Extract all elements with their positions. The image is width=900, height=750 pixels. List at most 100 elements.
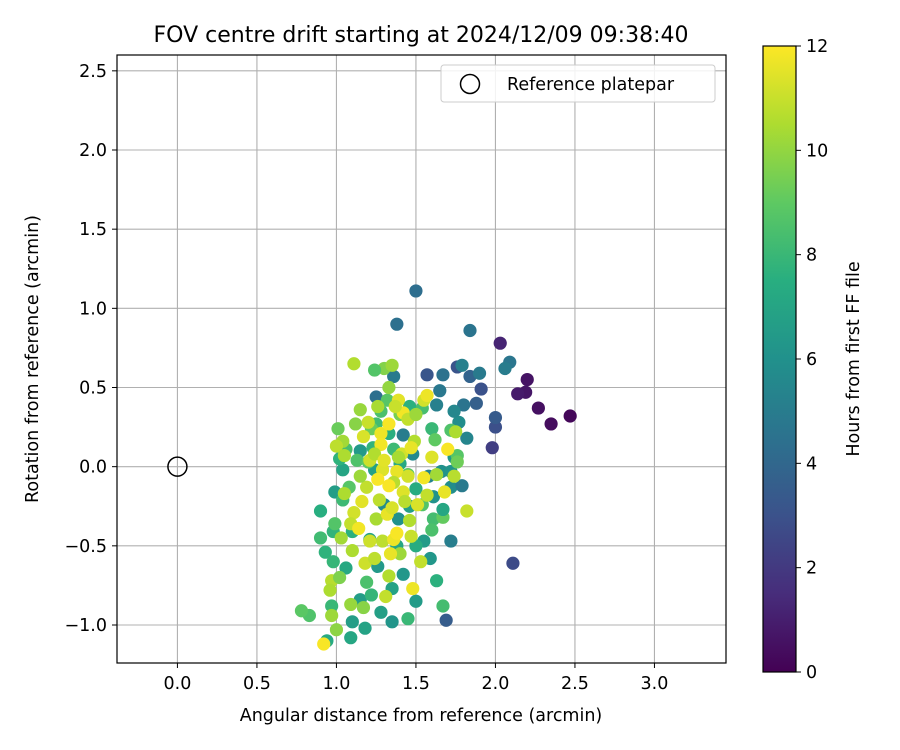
data-point [506, 556, 520, 570]
data-point [441, 442, 455, 456]
y-tick-label: −0.5 [65, 537, 108, 557]
data-point [511, 387, 525, 401]
data-point [409, 594, 423, 608]
data-point [402, 513, 417, 528]
data-point [358, 621, 372, 635]
data-point [457, 398, 471, 412]
data-point [406, 581, 420, 596]
chart-title: FOV centre drift starting at 2024/12/09 … [154, 23, 689, 48]
y-axis-label: Rotation from reference (arcmin) [23, 215, 43, 503]
data-point [363, 534, 377, 548]
data-point [333, 570, 347, 585]
data-point [367, 551, 382, 566]
data-point [488, 420, 503, 434]
data-point [410, 498, 425, 512]
data-point [493, 336, 507, 350]
data-point [401, 612, 415, 626]
data-point [390, 464, 404, 479]
y-axis-ticks: −1.0 −0.5 0.0 0.5 1.0 1.5 2.0 2.5 [65, 62, 117, 636]
data-point [347, 357, 361, 371]
legend-box [440, 64, 716, 103]
colorbar-tick-label: 12 [806, 37, 828, 57]
data-point [325, 608, 339, 623]
data-point [371, 399, 385, 414]
data-point [474, 382, 488, 396]
data-point [374, 437, 388, 452]
data-point [417, 471, 431, 485]
data-point [404, 441, 418, 455]
data-point [331, 422, 345, 436]
data-point [374, 605, 388, 619]
x-tick-label: 1.5 [402, 674, 430, 694]
data-point [409, 482, 423, 496]
data-point [436, 502, 450, 517]
colorbar: 0 2 4 6 8 10 12 Hours from first FF file [762, 37, 864, 683]
x-tick-label: 2.5 [561, 674, 589, 694]
data-point [379, 589, 393, 604]
data-point [355, 494, 369, 509]
data-point [396, 567, 410, 581]
colorbar-tick-label: 10 [806, 141, 828, 161]
y-tick-label: 0.5 [79, 379, 107, 399]
data-point [360, 575, 374, 589]
data-point [430, 398, 444, 412]
data-point [294, 604, 309, 618]
data-point [372, 493, 386, 507]
y-tick-label: 2.5 [79, 62, 107, 82]
data-point [382, 479, 396, 493]
data-point [531, 401, 545, 415]
data-point [433, 384, 447, 398]
data-point [382, 569, 396, 583]
data-point [352, 521, 366, 536]
data-point [449, 425, 463, 439]
reference-marker [167, 456, 188, 477]
data-point [369, 512, 383, 526]
data-point [420, 488, 434, 502]
data-point [382, 417, 396, 431]
data-point [353, 403, 367, 417]
data-point [339, 561, 353, 575]
data-point [520, 372, 534, 387]
colorbar-tick-label: 4 [806, 454, 817, 474]
x-tick-label: 1.0 [323, 674, 351, 694]
data-point [488, 410, 503, 425]
data-point [391, 512, 406, 526]
x-tick-label: 3.0 [641, 674, 669, 694]
x-tick-label: 0.0 [164, 674, 192, 694]
data-point [317, 637, 331, 651]
data-point [329, 439, 344, 453]
data-point [390, 317, 404, 331]
plot-frame [116, 54, 727, 664]
y-tick-label: 2.0 [79, 141, 107, 161]
colorbar-label: Hours from first FF file [844, 261, 864, 456]
data-point [334, 531, 348, 545]
data-point [388, 399, 402, 414]
data-point [444, 534, 458, 548]
data-point [463, 323, 477, 338]
data-point [425, 450, 439, 464]
legend-marker-icon [459, 73, 481, 95]
data-point [450, 455, 464, 469]
data-point [414, 555, 428, 569]
data-point [447, 404, 461, 418]
x-tick-label: 2.0 [482, 674, 510, 694]
data-point [401, 469, 415, 483]
data-point [420, 388, 434, 403]
legend-entry: Reference platepar [507, 75, 675, 95]
data-point [447, 469, 461, 483]
data-point [409, 284, 423, 298]
data-point [382, 380, 396, 395]
data-point [344, 631, 358, 645]
data-point [425, 523, 439, 537]
data-point [391, 450, 406, 464]
data-point [385, 615, 399, 629]
data-point [328, 517, 342, 531]
data-point [455, 479, 469, 493]
data-point [323, 583, 337, 597]
colorbar-ticks: 0 2 4 6 8 10 12 [796, 37, 828, 683]
data-point [409, 407, 423, 422]
data-point [347, 505, 361, 520]
data-point [345, 543, 359, 558]
data-point [329, 623, 344, 637]
